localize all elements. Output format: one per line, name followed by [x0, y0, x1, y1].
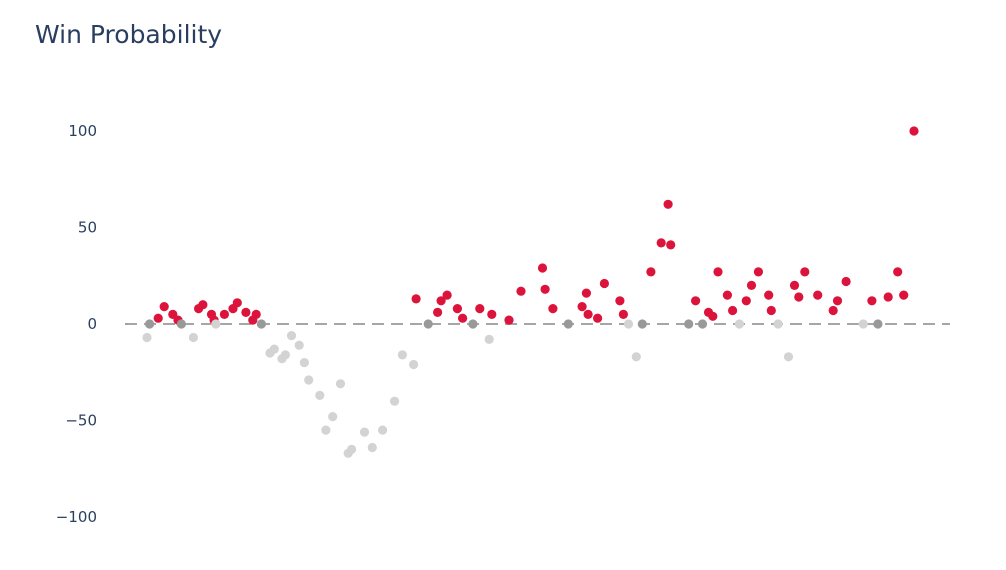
- data-point: [722, 290, 733, 300]
- data-point: [697, 319, 708, 329]
- data-point: [409, 359, 419, 370]
- data-point: [468, 319, 478, 329]
- data-point: [766, 305, 776, 316]
- data-point: [304, 375, 314, 385]
- data-point: [666, 240, 676, 250]
- data-point: [581, 288, 592, 298]
- data-point: [828, 305, 838, 316]
- data-point: [832, 296, 843, 306]
- data-point: [321, 425, 331, 435]
- data-point: [537, 263, 548, 273]
- data-point: [145, 319, 155, 329]
- y-tick-label: −100: [56, 508, 97, 526]
- data-point: [741, 296, 751, 306]
- y-tick-label: −50: [65, 412, 97, 430]
- data-point: [328, 412, 338, 422]
- data-point: [734, 319, 745, 329]
- y-tick-label: 50: [78, 219, 97, 237]
- data-point: [299, 358, 309, 368]
- data-point: [294, 340, 304, 350]
- data-point: [713, 267, 723, 277]
- data-point: [269, 344, 279, 354]
- data-point: [211, 319, 221, 329]
- data-point: [436, 296, 446, 306]
- data-point: [794, 292, 804, 302]
- data-point: [548, 304, 558, 314]
- data-point: [367, 442, 377, 453]
- data-point: [684, 319, 694, 329]
- y-axis-ticks: 100 50 0 −50 −100: [56, 122, 97, 526]
- data-point: [315, 390, 325, 400]
- data-point: [728, 305, 738, 316]
- data-point: [867, 296, 877, 306]
- data-point: [484, 334, 494, 344]
- data-point: [764, 290, 774, 300]
- data-point: [813, 290, 823, 300]
- data-point: [583, 309, 593, 319]
- data-point: [540, 284, 550, 294]
- data-points: [142, 126, 919, 458]
- data-point: [599, 278, 610, 289]
- y-tick-label: 0: [87, 315, 97, 333]
- data-point: [219, 309, 229, 319]
- data-point: [753, 267, 764, 277]
- data-point: [899, 290, 909, 300]
- data-point: [142, 332, 152, 343]
- data-point: [452, 304, 462, 314]
- data-point: [241, 307, 251, 317]
- data-point: [159, 302, 169, 312]
- data-point: [390, 396, 400, 406]
- y-tick-label: 100: [68, 122, 97, 140]
- data-point: [286, 331, 297, 341]
- data-point: [335, 379, 346, 389]
- data-point: [883, 292, 893, 302]
- data-point: [280, 350, 290, 360]
- data-point: [423, 319, 433, 329]
- chart-title: Win Probability: [35, 20, 223, 49]
- data-point: [577, 302, 587, 312]
- data-point: [656, 238, 666, 248]
- data-point: [411, 294, 421, 304]
- data-point: [153, 313, 163, 323]
- data-point: [637, 319, 647, 329]
- data-point: [232, 298, 242, 308]
- data-point: [397, 350, 407, 360]
- data-point: [858, 319, 868, 329]
- data-point: [618, 309, 629, 319]
- data-point: [176, 319, 186, 329]
- data-point: [516, 286, 526, 296]
- data-point: [631, 352, 641, 362]
- data-point: [663, 199, 673, 209]
- data-point: [646, 267, 656, 277]
- data-point: [563, 319, 573, 329]
- data-point: [691, 296, 701, 306]
- data-point: [841, 276, 851, 287]
- data-point: [746, 280, 757, 290]
- data-point: [873, 319, 883, 329]
- data-point: [909, 126, 919, 136]
- data-point: [256, 319, 266, 329]
- data-point: [378, 425, 388, 435]
- data-point: [893, 267, 903, 277]
- data-point: [783, 352, 794, 362]
- data-point: [251, 309, 261, 319]
- data-point: [623, 319, 634, 329]
- data-point: [458, 313, 468, 323]
- data-point: [198, 300, 208, 310]
- data-point: [789, 280, 800, 290]
- data-point: [475, 304, 485, 314]
- data-point: [188, 332, 198, 343]
- data-point: [615, 296, 625, 306]
- data-point: [593, 313, 603, 323]
- data-point: [708, 311, 718, 321]
- data-point: [442, 290, 452, 300]
- data-point: [433, 307, 443, 317]
- data-point: [347, 444, 357, 454]
- data-point: [800, 267, 810, 277]
- data-point: [504, 315, 514, 325]
- data-point: [487, 309, 497, 319]
- data-point: [773, 319, 783, 329]
- data-point: [359, 427, 370, 437]
